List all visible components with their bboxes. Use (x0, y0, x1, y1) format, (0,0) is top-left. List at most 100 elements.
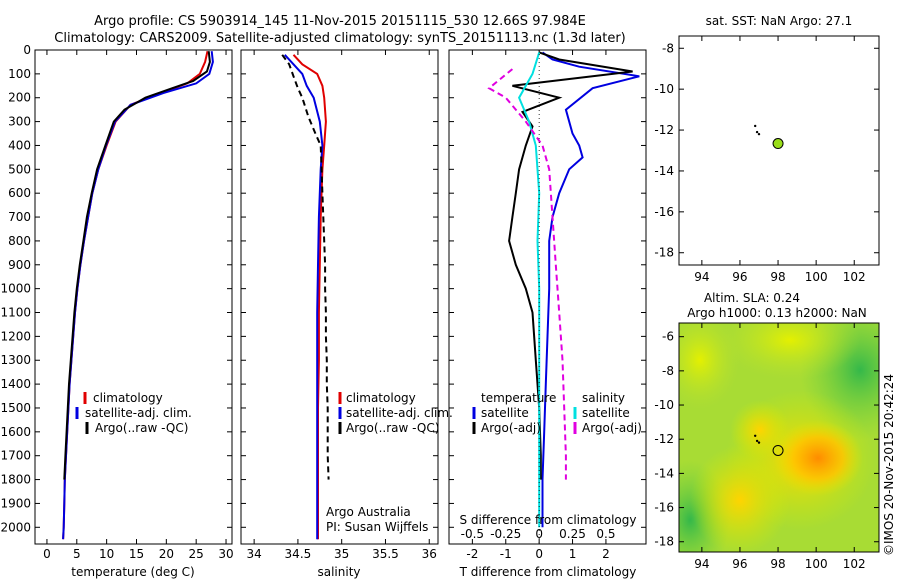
series-line (284, 54, 324, 540)
map-y-tick-label: -8 (662, 364, 674, 378)
series-line (487, 68, 567, 480)
legend-satellite: satellite-adj. clim. (85, 406, 192, 420)
y-tick-label: 300 (8, 115, 31, 129)
sla-map-panel: Altim. SLA: 0.24 Argo h1000: 0.13 h2000:… (654, 291, 880, 571)
x-tick-label: 30 (218, 547, 233, 561)
title-line-2: Climatology: CARS2009. Satellite-adjuste… (54, 31, 626, 46)
map-x-tick-label: 98 (770, 270, 785, 284)
map-y-tick-label: -16 (654, 205, 674, 219)
legend-satellite: satellite-adj. clim. (346, 406, 453, 420)
difference-axes (448, 49, 647, 545)
y-tick-label: 1500 (0, 401, 31, 415)
track-point (753, 434, 757, 437)
salinity-axes (240, 49, 439, 545)
difference-legend-salinity: salinity satellite Argo(-adj) (573, 391, 642, 435)
salinity-xlabel: salinity (317, 565, 360, 579)
argo-point (772, 138, 784, 150)
title-line-1: Argo profile: CS 5903914_145 11-Nov-2015… (94, 14, 586, 29)
track-point (757, 441, 761, 444)
track-point (757, 132, 761, 136)
map-y-tick-label: -6 (662, 330, 674, 344)
map-y-tick-label: -14 (654, 466, 674, 480)
x-tick-label: 36 (422, 547, 437, 561)
x-tick-label: 20 (159, 547, 174, 561)
map-x-tick-label: 96 (732, 270, 747, 284)
difference-legend-temperature: temperature satellite Argo(-adj) (472, 391, 556, 435)
difference-plot: -2 -1 0 1 2-0.5 -0.25 0 0.25 0.5 (449, 49, 646, 561)
watermark: ©IMOS 20-Nov-2015 20:42:24 (882, 374, 896, 556)
legend-t-satellite: satellite (481, 406, 529, 420)
y-tick-label: 0 (23, 43, 31, 57)
map-x-tick-label: 94 (694, 270, 709, 284)
y-tick-label: 800 (8, 234, 31, 248)
series-line (62, 51, 214, 540)
y-tick-label: 100 (8, 67, 31, 81)
y-tick-label: 400 (8, 138, 31, 152)
legend-argo: Argo(..raw -QC) (346, 421, 439, 435)
legend-t-argo: Argo(-adj) (481, 421, 541, 435)
y-tick-label: 1600 (0, 425, 31, 439)
top-tick-label: -0.5 (461, 527, 484, 541)
y-tick-label: 1900 (0, 496, 31, 510)
sla-title-line-1: Altim. SLA: 0.24 (704, 291, 800, 305)
map-y-tick-label: -14 (654, 164, 674, 178)
y-tick-label: 2000 (0, 520, 31, 534)
legend-salinity-title: salinity (582, 391, 625, 405)
sla-map-plot: 94 96 98 100 102 -6 -8 -10 -12 -14 -16 -18 (654, 323, 879, 571)
series-line (281, 54, 330, 480)
legend-argo: Argo(..raw -QC) (95, 421, 188, 435)
x-tick-label: -1 (500, 547, 512, 561)
salinity-plot: 34 34.5 35 35.5 36 (241, 49, 438, 561)
x-tick-label: 0 (535, 547, 543, 561)
y-tick-label: 1800 (0, 473, 31, 487)
legend-climatology: climatology (93, 391, 163, 405)
note-pi: PI: Susan Wijffels (326, 520, 428, 534)
argo-point (772, 444, 784, 456)
difference-top-label: S difference from climatology (460, 513, 637, 527)
legend-s-argo: Argo(-adj) (582, 421, 642, 435)
track-point (755, 130, 759, 134)
temperature-legend: climatology satellite-adj. clim. Argo(..… (75, 391, 192, 435)
track-point (753, 124, 757, 128)
series-line (508, 51, 633, 480)
track-point (755, 439, 759, 443)
top-tick-label: 0.5 (596, 527, 615, 541)
top-tick-label: 0.25 (559, 527, 586, 541)
note-argo-australia: Argo Australia (326, 505, 411, 519)
map-y-tick-label: -10 (654, 398, 674, 412)
x-tick-label: 5 (73, 547, 81, 561)
map-x-tick-label: 102 (843, 270, 866, 284)
sst-map-title: sat. SST: NaN Argo: 27.1 (706, 14, 853, 28)
sla-title-line-2: Argo h1000: 0.13 h2000: NaN (687, 306, 867, 320)
y-tick-label: 200 (8, 91, 31, 105)
sst-map-panel: sat. SST: NaN Argo: 27.1 94 96 98 100 102 -8 -… (654, 14, 880, 284)
map-x-tick-label: 102 (843, 557, 866, 571)
temperature-xlabel: temperature (deg C) (71, 565, 194, 579)
series-line (62, 50, 209, 540)
sla-heatmap (679, 323, 879, 552)
series-line (541, 51, 640, 528)
difference-panel: -2 -1 0 1 2-0.5 -0.25 0 0.25 0.5 S difference fr… (448, 49, 647, 579)
temperature-panel: 0 5 10 15 20 25 300100200300400500600700800900… (0, 43, 233, 579)
x-tick-label: -2 (466, 547, 478, 561)
x-tick-label: 10 (99, 547, 114, 561)
y-tick-label: 1400 (0, 377, 31, 391)
map-y-tick-label: -12 (654, 432, 674, 446)
legend-s-satellite: satellite (582, 406, 630, 420)
difference-xlabel: T difference from climatology (459, 565, 637, 579)
map-y-tick-label: -16 (654, 501, 674, 515)
map-y-tick-label: -18 (654, 246, 674, 260)
x-tick-label: 1 (569, 547, 577, 561)
x-tick-label: 34 (246, 547, 261, 561)
temperature-plot: 0 5 10 15 20 25 300100200300400500600700800900… (0, 43, 233, 561)
map-y-tick-label: -8 (662, 41, 674, 55)
map-y-tick-label: -18 (654, 535, 674, 549)
top-tick-label: -0.25 (490, 527, 521, 541)
y-tick-label: 1000 (0, 282, 31, 296)
sst-map-plot: 94 96 98 100 102 -8 -10 -12 -14 -16 -18 (654, 36, 879, 284)
map-x-tick-label: 100 (805, 270, 828, 284)
legend-climatology: climatology (346, 391, 416, 405)
map-x-tick-label: 94 (694, 557, 709, 571)
x-tick-label: 15 (129, 547, 144, 561)
